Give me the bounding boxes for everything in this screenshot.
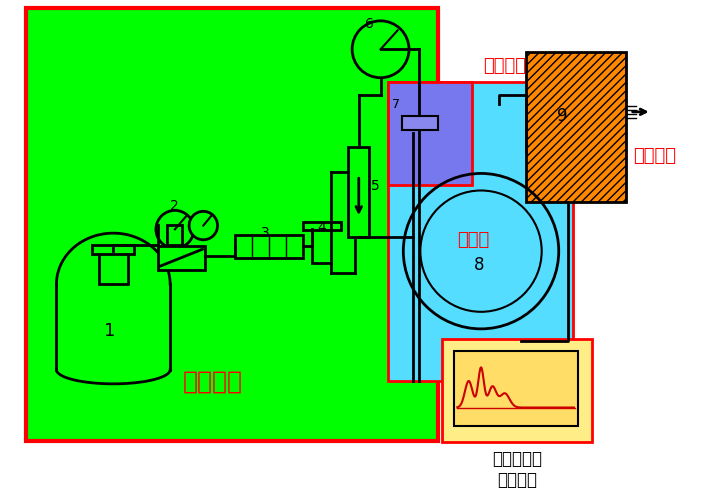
Text: 气路系统: 气路系统 (183, 369, 242, 394)
Text: 2: 2 (170, 199, 179, 214)
Text: 1: 1 (104, 322, 115, 340)
Bar (525, 52, 626, 202)
Bar (442, 339, 592, 442)
Bar (388, 83, 573, 381)
Bar (403, 116, 438, 130)
Bar (167, 225, 182, 246)
Bar (99, 251, 128, 284)
Bar (303, 222, 341, 230)
Bar (454, 351, 578, 427)
Text: 9: 9 (557, 107, 567, 125)
Text: 5: 5 (371, 179, 380, 192)
Text: 进样系统: 进样系统 (483, 57, 526, 75)
Bar (388, 83, 471, 185)
Text: 检测系统: 检测系统 (632, 147, 676, 165)
Bar (158, 246, 205, 270)
Text: 6: 6 (365, 17, 374, 31)
Text: 3: 3 (261, 226, 270, 240)
Text: 柱系统: 柱系统 (457, 231, 490, 248)
Text: 8: 8 (474, 256, 484, 274)
Bar (313, 229, 331, 264)
Circle shape (352, 21, 409, 78)
Circle shape (189, 212, 218, 240)
Text: 4: 4 (317, 221, 326, 235)
Bar (26, 7, 438, 441)
Bar (235, 235, 303, 258)
Text: 7: 7 (392, 98, 400, 111)
Text: 数据记录与
处理系统: 数据记录与 处理系统 (492, 450, 542, 489)
Bar (92, 245, 134, 254)
Bar (348, 147, 369, 237)
Circle shape (156, 211, 194, 248)
